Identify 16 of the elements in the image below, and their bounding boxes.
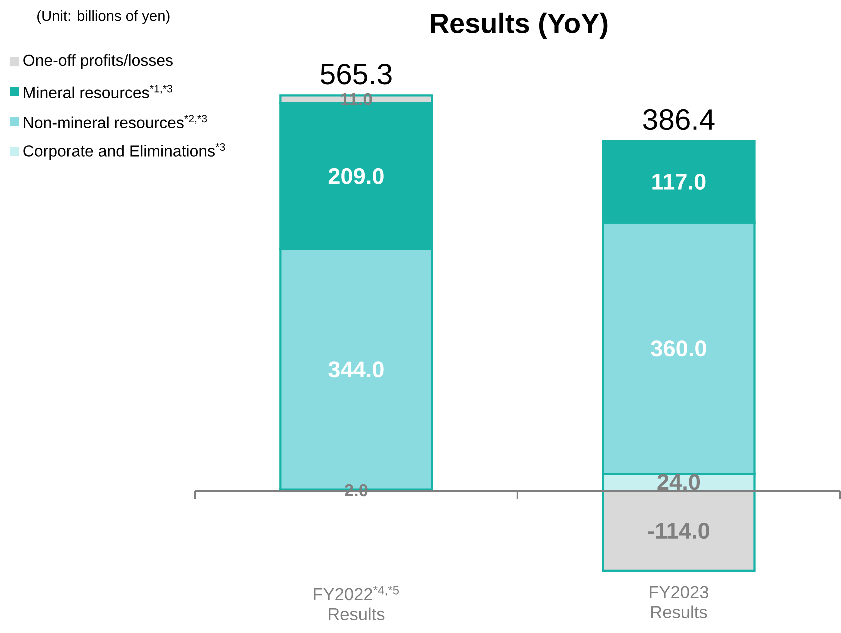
annotation: 386.4: [643, 109, 715, 130]
data-label: 344.0: [328, 362, 384, 378]
x-tick-label: FY2022$^{*4,*5}$ Results: [314, 586, 400, 621]
legend-label: One-off profits/losses: [24, 54, 173, 70]
data-label: 117.0: [652, 174, 706, 190]
chart-title: Results (YoY): [431, 12, 608, 39]
data-label: 360.0: [651, 340, 706, 357]
annotation: 565.3: [320, 64, 392, 85]
x-tick-label: FY2023 Results: [650, 586, 709, 618]
text: (Unit: billions of yen): [38, 10, 170, 24]
data-label: 24.0: [658, 474, 700, 490]
legend-label: Corporate and Eliminations$^{*3}$: [24, 143, 226, 160]
legend-label: Mineral resources$^{*1,*3}$: [24, 85, 172, 99]
legend-label: Non-mineral resources$^{*2,*3}$: [24, 115, 208, 128]
data-label: 209.0: [328, 168, 384, 184]
data-label: -114.0: [648, 523, 710, 540]
